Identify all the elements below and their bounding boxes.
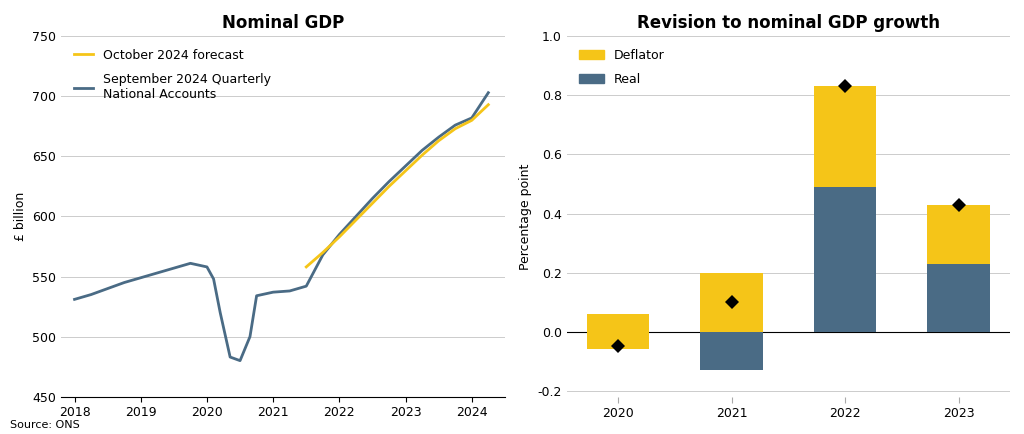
Bar bbox=[814, 187, 877, 332]
Legend: Deflator, Real: Deflator, Real bbox=[572, 43, 671, 92]
Text: Source: ONS: Source: ONS bbox=[10, 420, 80, 430]
Bar bbox=[814, 86, 877, 187]
Bar bbox=[928, 205, 990, 264]
Bar bbox=[587, 314, 649, 332]
Y-axis label: Percentage point: Percentage point bbox=[519, 163, 531, 270]
Bar bbox=[587, 314, 649, 349]
Title: Revision to nominal GDP growth: Revision to nominal GDP growth bbox=[637, 14, 940, 32]
Title: Nominal GDP: Nominal GDP bbox=[222, 14, 344, 32]
Bar bbox=[700, 332, 763, 370]
Bar bbox=[700, 273, 763, 332]
Y-axis label: £ billion: £ billion bbox=[14, 192, 27, 241]
Legend: October 2024 forecast, September 2024 Quarterly
National Accounts: October 2024 forecast, September 2024 Qu… bbox=[68, 43, 276, 107]
Bar bbox=[928, 264, 990, 332]
